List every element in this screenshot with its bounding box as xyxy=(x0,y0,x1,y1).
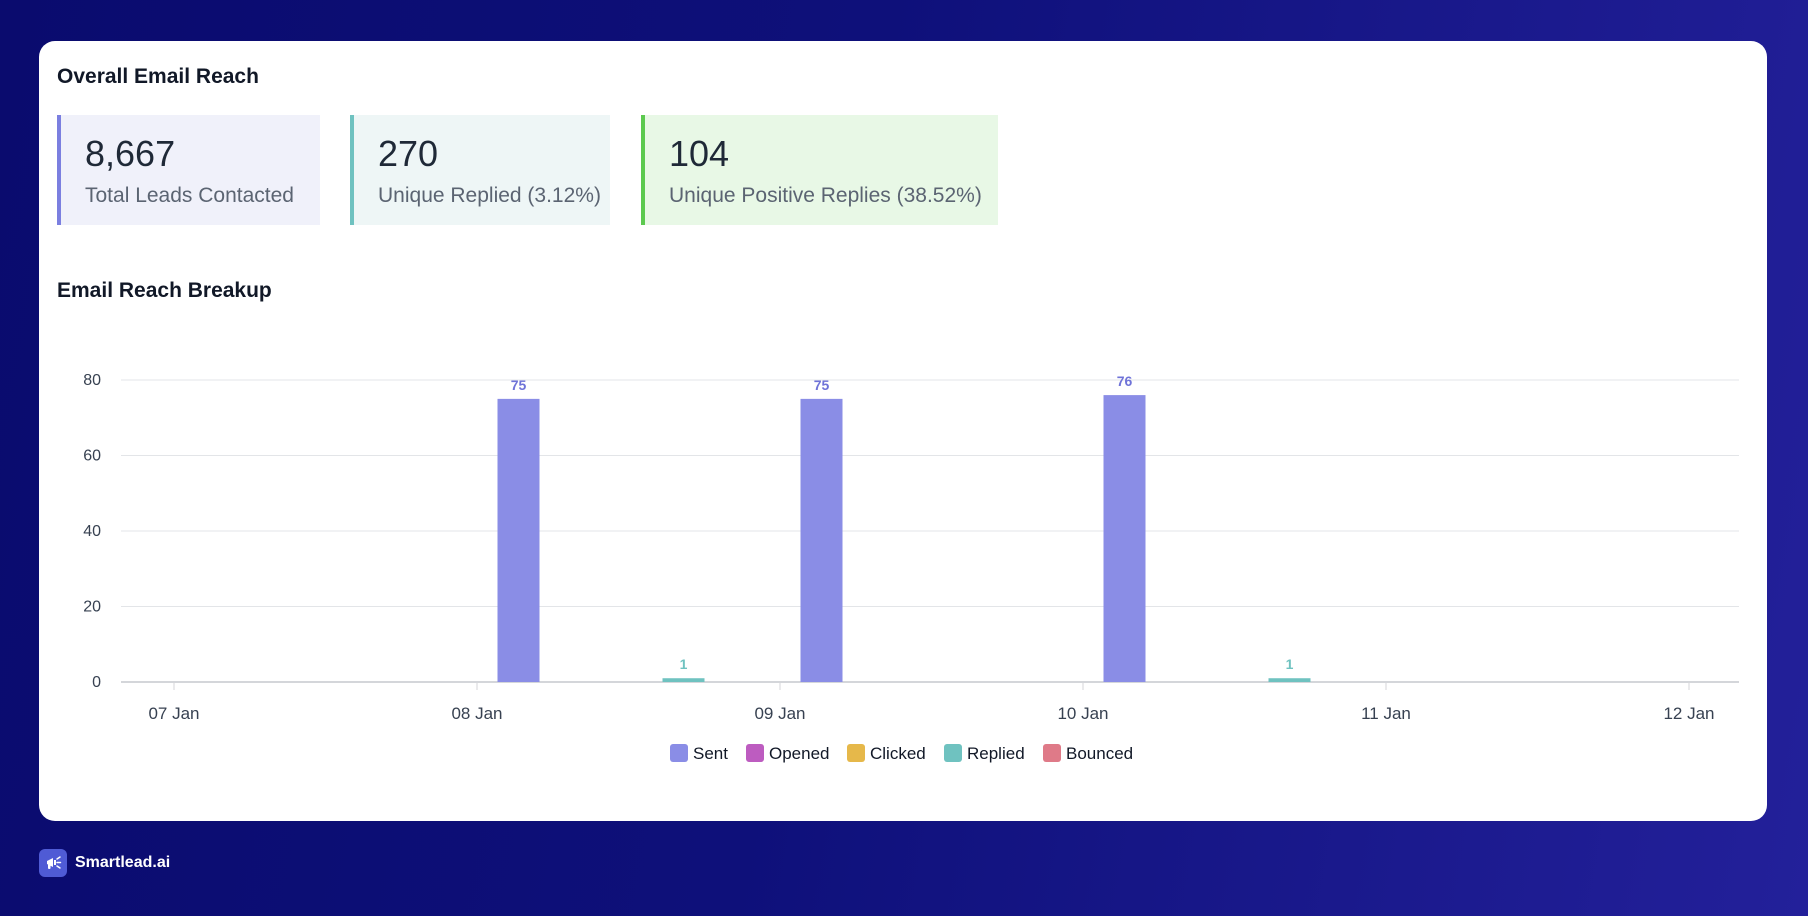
legend-swatch xyxy=(944,744,962,762)
data-label: 1 xyxy=(680,656,688,672)
stat-total-leads: 8,667 Total Leads Contacted xyxy=(57,115,320,225)
data-label: 75 xyxy=(511,377,527,393)
bar-sent xyxy=(800,398,843,682)
stat-value: 270 xyxy=(378,133,439,174)
legend-swatch xyxy=(1043,744,1061,762)
legend-label: Clicked xyxy=(870,744,926,763)
x-tick-label: 10 Jan xyxy=(1057,704,1108,723)
bar-sent xyxy=(497,398,540,682)
legend-label: Opened xyxy=(769,744,830,763)
legend-label: Bounced xyxy=(1066,744,1133,763)
y-tick-label: 0 xyxy=(92,674,101,691)
legend-swatch xyxy=(847,744,865,762)
bar-replied xyxy=(1268,678,1311,682)
bar-sent xyxy=(1103,395,1146,682)
stat-value: 8,667 xyxy=(85,133,176,174)
x-tick-label: 07 Jan xyxy=(148,704,199,723)
legend-swatch xyxy=(746,744,764,762)
x-tick-label: 08 Jan xyxy=(451,704,502,723)
stat-label: Total Leads Contacted xyxy=(85,184,294,207)
legend-swatch xyxy=(670,744,688,762)
stat-positive-replies: 104 Unique Positive Replies (38.52%) xyxy=(641,115,998,225)
email-reach-breakup-title: Email Reach Breakup xyxy=(57,279,272,302)
overall-email-reach-title: Overall Email Reach xyxy=(57,65,259,88)
legend-label: Replied xyxy=(967,744,1025,763)
x-tick-label: 09 Jan xyxy=(754,704,805,723)
legend-item-replied: Replied xyxy=(944,744,1025,763)
bar-replied xyxy=(662,678,705,682)
data-label: 76 xyxy=(1117,373,1133,389)
y-tick-label: 80 xyxy=(83,372,101,389)
brand-name: Smartlead.ai xyxy=(75,854,171,871)
data-label: 75 xyxy=(814,377,830,393)
x-tick-label: 11 Jan xyxy=(1361,704,1411,723)
email-reach-chart: 0 20 40 60 80 75 75 76 1 1 07 Jan 08 Jan 09 Jan 10 … xyxy=(83,372,1739,763)
stat-label: Unique Positive Replies (38.52%) xyxy=(669,184,982,207)
y-tick-label: 20 xyxy=(83,599,101,616)
stat-unique-replied: 270 Unique Replied (3.12%) xyxy=(350,115,610,225)
email-reach-card: Overall Email Reach 8,667 Total Leads Co… xyxy=(39,41,1767,821)
legend-item-opened: Opened xyxy=(746,744,830,763)
brand: Smartlead.ai xyxy=(39,849,170,877)
y-tick-label: 60 xyxy=(83,448,101,465)
y-tick-label: 40 xyxy=(83,523,101,540)
data-label: 1 xyxy=(1286,656,1294,672)
legend-item-clicked: Clicked xyxy=(847,744,926,763)
x-tick-label: 12 Jan xyxy=(1663,704,1714,723)
legend-label: Sent xyxy=(693,744,728,763)
stat-label: Unique Replied (3.12%) xyxy=(378,184,601,207)
legend-item-sent: Sent xyxy=(670,744,728,763)
megaphone-icon xyxy=(39,849,67,877)
stat-value: 104 xyxy=(669,133,730,174)
legend-item-bounced: Bounced xyxy=(1043,744,1133,763)
